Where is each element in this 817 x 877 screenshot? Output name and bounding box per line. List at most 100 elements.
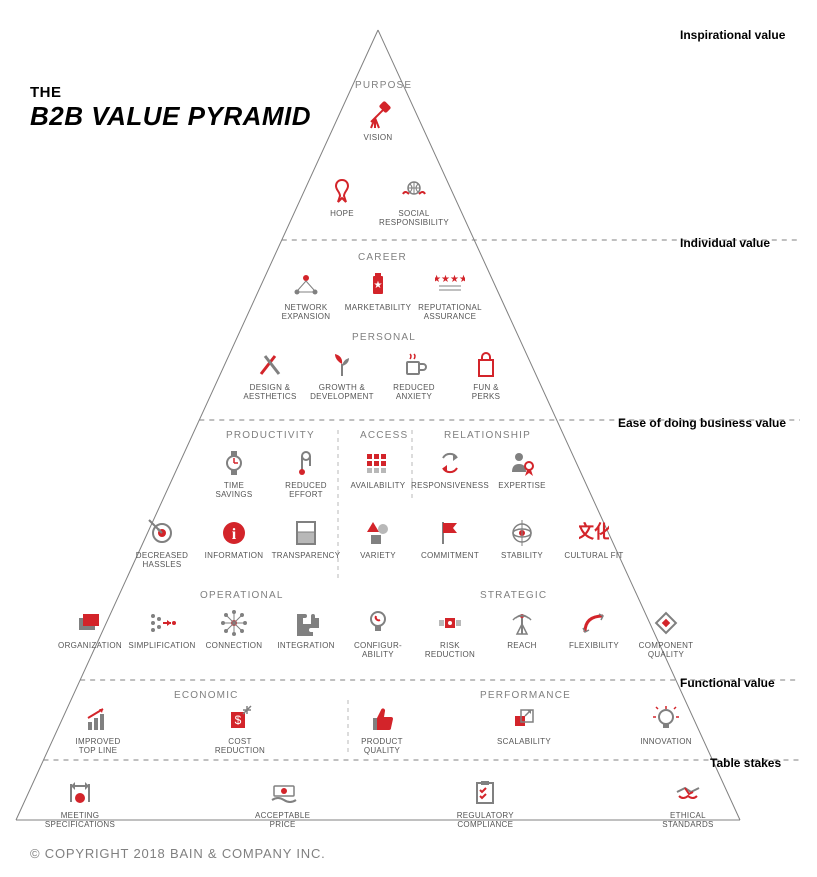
item-innovation: INNOVATION <box>630 704 702 756</box>
item-risk: RISK REDUCTION <box>414 608 486 660</box>
item-hassles: DECREASED HASSLES <box>126 518 198 570</box>
item-label: CULTURAL FIT <box>564 552 623 561</box>
item-label: REGULATORY COMPLIANCE <box>457 812 514 830</box>
shapes-icon <box>363 518 393 548</box>
caliper-icon <box>65 778 95 808</box>
item-ethical: ETHICAL STANDARDS <box>652 778 724 830</box>
network-people-icon <box>291 270 321 300</box>
item-information: i INFORMATION <box>198 518 270 570</box>
section-economic: ECONOMIC <box>174 690 239 701</box>
bend-icon <box>579 608 609 638</box>
target-arrow-icon <box>147 518 177 548</box>
kanji-icon: 文化 <box>579 518 609 548</box>
item-label: SOCIAL RESPONSIBILITY <box>379 210 449 228</box>
arrows-cycle-icon <box>435 448 465 478</box>
handshake-icon <box>673 778 703 808</box>
section-purpose: PURPOSE <box>355 80 412 91</box>
item-label: COST REDUCTION <box>215 738 265 756</box>
item-hope: HOPE <box>306 176 378 228</box>
item-label: REDUCED EFFORT <box>285 482 327 500</box>
item-connection: CONNECTION <box>198 608 270 660</box>
stars-row-icon: ★★★★ <box>435 270 465 300</box>
pyramid-row: NETWORK EXPANSION★MARKETABILITY★★★★REPUT… <box>270 270 486 322</box>
pyramid-row: DECREASED HASSLES i INFORMATION TRANSPARENC… <box>126 518 630 570</box>
item-reach: REACH <box>486 608 558 660</box>
item-component: COMPONENT QUALITY <box>630 608 702 660</box>
item-price: ACCEPTABLE PRICE <box>247 778 319 830</box>
section-career: CAREER <box>358 252 407 263</box>
item-stability: STABILITY <box>486 518 558 570</box>
watch-icon <box>219 448 249 478</box>
item-expertise: EXPERTISE <box>486 448 558 500</box>
item-label: RISK REDUCTION <box>425 642 475 660</box>
item-label: RESPONSIVENESS <box>411 482 489 491</box>
tier-label: Individual value <box>680 236 770 250</box>
gyro-icon <box>507 518 537 548</box>
item-label: MEETING SPECIFICATIONS <box>45 812 115 830</box>
telescope-icon <box>363 100 393 130</box>
item-marketability: ★ MARKETABILITY <box>342 270 414 322</box>
item-label: REPUTATIONAL ASSURANCE <box>418 304 482 322</box>
item-label: VARIETY <box>360 552 396 561</box>
item-specs: MEETING SPECIFICATIONS <box>44 778 116 830</box>
battery-star-icon: ★ <box>363 270 393 300</box>
item-label: INFORMATION <box>205 552 264 561</box>
pyramid-row: VISION <box>342 100 414 143</box>
pulley-icon <box>291 448 321 478</box>
item-responsiveness: RESPONSIVENESS <box>414 448 486 500</box>
item-reputational: ★★★★ REPUTATIONAL ASSURANCE <box>414 270 486 322</box>
item-label: ORGANIZATION <box>58 642 122 651</box>
item-variety: VARIETY <box>342 518 414 570</box>
info-icon: i <box>219 518 249 548</box>
item-vision: VISION <box>342 100 414 143</box>
item-effort: REDUCED EFFORT <box>270 448 342 500</box>
dots-arrow-icon <box>147 608 177 638</box>
section-access: ACCESS <box>360 430 408 441</box>
item-label: EXPERTISE <box>498 482 545 491</box>
item-label: SIMPLIFICATION <box>128 642 195 651</box>
svg-text:★★★★: ★★★★ <box>435 274 465 285</box>
item-fun: FUN & PERKS <box>450 350 522 402</box>
item-label: ETHICAL STANDARDS <box>662 812 713 830</box>
pyramid-row: HOPESOCIAL RESPONSIBILITY <box>306 176 450 228</box>
section-performance: PERFORMANCE <box>480 690 571 701</box>
item-label: INTEGRATION <box>277 642 334 651</box>
tier-label: Functional value <box>680 676 775 690</box>
section-productivity: PRODUCTIVITY <box>226 430 315 441</box>
item-label: FLEXIBILITY <box>569 642 619 651</box>
item-label: VISION <box>364 134 393 143</box>
title-big: B2B VALUE PYRAMID <box>30 101 311 132</box>
item-availability: AVAILABILITY <box>342 448 414 500</box>
item-label: COMMITMENT <box>421 552 479 561</box>
pyramid-row: MEETING SPECIFICATIONS ACCEPTABLE PRICE RE… <box>44 778 724 830</box>
pencil-brush-icon <box>255 350 285 380</box>
item-label: TIME SAVINGS <box>215 482 252 500</box>
svg-text:★: ★ <box>374 280 383 291</box>
item-label: COMPONENT QUALITY <box>639 642 694 660</box>
item-label: MARKETABILITY <box>345 304 411 313</box>
item-social: SOCIAL RESPONSIBILITY <box>378 176 450 228</box>
money-hand-icon <box>268 778 298 808</box>
section-relationship: RELATIONSHIP <box>444 430 531 441</box>
item-growth: GROWTH & DEVELOPMENT <box>306 350 378 402</box>
bulb-icon <box>651 704 681 734</box>
item-label: IMPROVED TOP LINE <box>75 738 120 756</box>
item-flexibility: FLEXIBILITY <box>558 608 630 660</box>
antenna-icon <box>507 608 537 638</box>
ribbon-icon <box>327 176 357 206</box>
pyramid-row: DESIGN & AESTHETICSGROWTH & DEVELOPMENTR… <box>234 350 522 402</box>
item-cost: $COST REDUCTION <box>204 704 276 756</box>
section-strategic: STRATEGIC <box>480 590 547 601</box>
item-label: STABILITY <box>501 552 543 561</box>
item-quality: PRODUCT QUALITY <box>346 704 418 756</box>
thumbs-up-icon <box>367 704 397 734</box>
bar-up-icon <box>83 704 113 734</box>
item-label: TRANSPARENCY <box>272 552 341 561</box>
title-block: THE B2B VALUE PYRAMID <box>30 84 311 132</box>
item-label: REACH <box>507 642 537 651</box>
item-label: REDUCED ANXIETY <box>393 384 435 402</box>
chip-icon <box>651 608 681 638</box>
coffee-icon <box>399 350 429 380</box>
item-transparency: TRANSPARENCY <box>270 518 342 570</box>
copyright: © COPYRIGHT 2018 BAIN & COMPANY INC. <box>30 846 326 861</box>
